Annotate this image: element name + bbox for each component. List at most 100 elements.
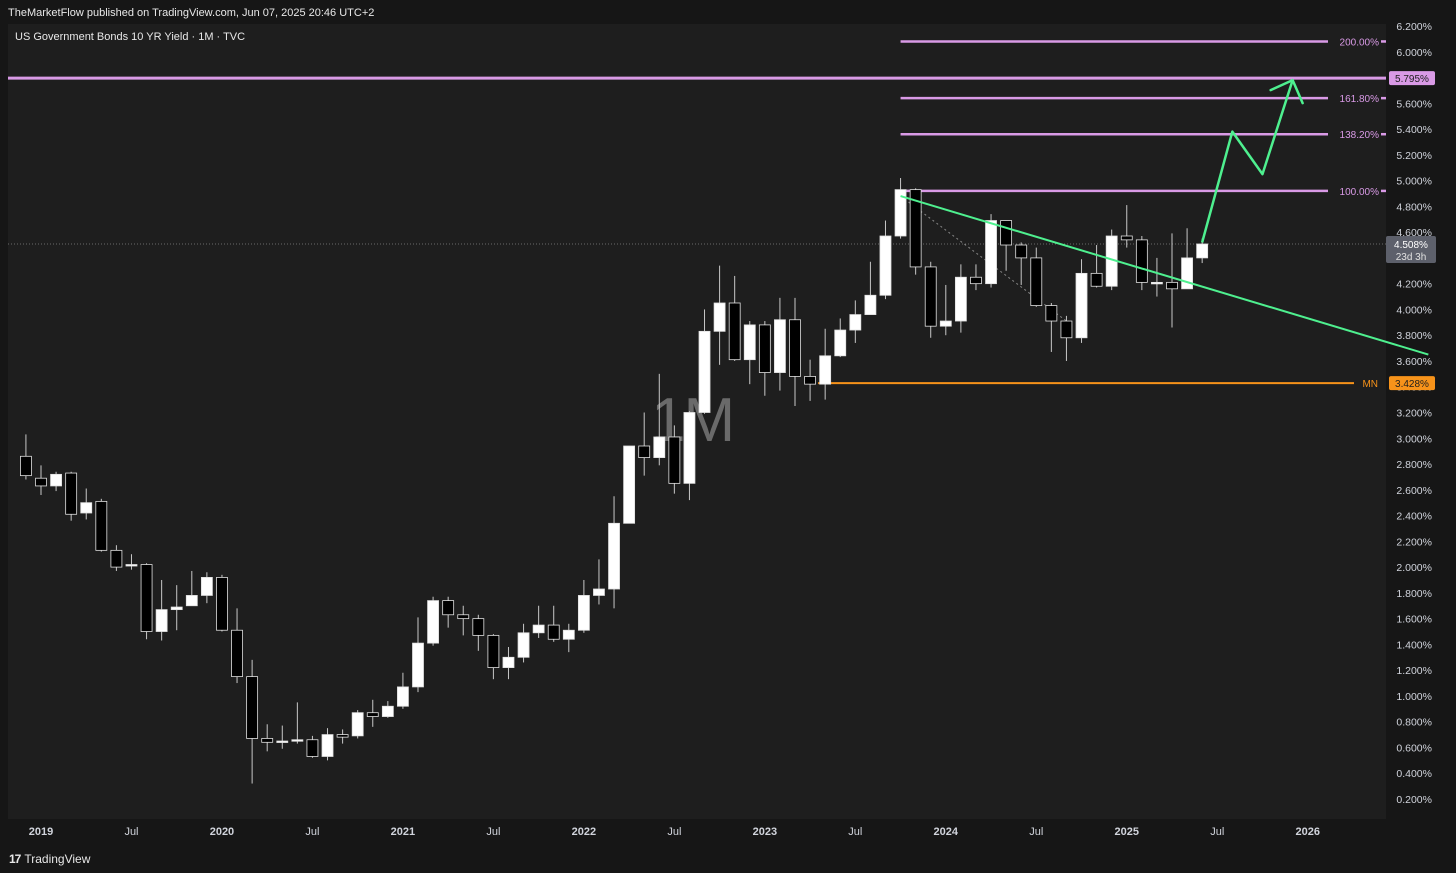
candle-down bbox=[1060, 320, 1073, 339]
x-tick-label: Jul bbox=[124, 826, 138, 838]
fib-level-label: 100.00% bbox=[1340, 187, 1380, 198]
price-badge-countdown: 23d 3h bbox=[1396, 252, 1427, 263]
y-tick-label: 0.200% bbox=[1396, 794, 1432, 806]
candle-up bbox=[562, 629, 575, 640]
y-tick-label: 2.600% bbox=[1396, 485, 1432, 497]
candle-down bbox=[95, 500, 108, 551]
y-tick-label: 6.000% bbox=[1396, 47, 1432, 59]
candle-up bbox=[80, 502, 93, 514]
candle-down bbox=[216, 577, 228, 631]
candle-up bbox=[351, 712, 364, 737]
candle-down bbox=[924, 266, 937, 327]
candle-down bbox=[1090, 272, 1103, 287]
published-by-text: TheMarketFlow published on TradingView.c… bbox=[8, 7, 375, 19]
y-tick-label: 3.800% bbox=[1396, 330, 1432, 342]
candle-up bbox=[412, 642, 424, 688]
y-tick-label: 0.400% bbox=[1396, 768, 1432, 780]
candle-down bbox=[1000, 220, 1013, 246]
candle-up bbox=[593, 588, 605, 596]
x-tick-label: Jul bbox=[848, 826, 862, 838]
candle-up bbox=[291, 739, 304, 742]
candle-down bbox=[20, 455, 32, 477]
candle-up bbox=[532, 624, 545, 634]
candle-up bbox=[774, 319, 786, 373]
tradingview-brand[interactable]: 17 TradingView bbox=[9, 852, 90, 866]
candle-up bbox=[819, 355, 832, 385]
support-badge bbox=[1389, 376, 1435, 391]
candle-up bbox=[623, 445, 636, 524]
y-tick-label: 4.800% bbox=[1396, 201, 1432, 213]
fib-level-label: 138.20% bbox=[1340, 130, 1380, 141]
time-axis[interactable] bbox=[8, 819, 1386, 843]
candle-up bbox=[849, 314, 862, 331]
x-tick-label: Jul bbox=[486, 826, 500, 838]
candle-up bbox=[608, 522, 620, 590]
projection-path bbox=[1200, 79, 1294, 243]
symbol-title[interactable]: US Government Bonds 10 YR Yield · 1M · T… bbox=[15, 31, 246, 43]
y-tick-label: 6.200% bbox=[1396, 21, 1432, 33]
candle-down bbox=[261, 738, 274, 743]
candle-up bbox=[1196, 243, 1209, 259]
candle-up bbox=[653, 436, 666, 458]
price-axis[interactable] bbox=[1386, 24, 1456, 819]
x-tick-label: Jul bbox=[305, 826, 319, 838]
candle-up bbox=[939, 320, 952, 327]
candle-up bbox=[894, 189, 907, 237]
candle-down bbox=[909, 189, 922, 268]
x-tick-label: 2023 bbox=[753, 826, 777, 838]
candle-up bbox=[155, 609, 168, 632]
top-bar: TheMarketFlow published on TradingView.c… bbox=[0, 0, 1456, 24]
candle-up bbox=[321, 734, 334, 757]
candle-down bbox=[1015, 244, 1028, 259]
candle-down bbox=[472, 618, 485, 636]
candle-down bbox=[336, 734, 349, 738]
candle-up bbox=[397, 686, 409, 707]
x-tick-label: 2020 bbox=[210, 826, 234, 838]
candle-down bbox=[366, 712, 379, 717]
x-tick-label: Jul bbox=[1029, 826, 1043, 838]
candle-down bbox=[457, 614, 470, 620]
candle-up bbox=[502, 656, 515, 668]
y-tick-label: 4.000% bbox=[1396, 304, 1432, 316]
candle-down bbox=[1166, 281, 1178, 290]
fib-badge-label: 5.795% bbox=[1395, 74, 1429, 85]
y-tick-label: 2.800% bbox=[1396, 459, 1432, 471]
candle-up bbox=[517, 632, 530, 658]
x-tick-label: 2024 bbox=[934, 826, 959, 838]
footer-bar bbox=[0, 843, 1456, 873]
y-tick-label: 1.200% bbox=[1396, 665, 1432, 677]
candle-down bbox=[1030, 257, 1043, 306]
projection-arrow-icon bbox=[1269, 78, 1304, 105]
candle-up bbox=[170, 606, 183, 611]
candle-up bbox=[1181, 257, 1193, 290]
candle-up bbox=[698, 330, 711, 413]
candle-down bbox=[547, 624, 560, 640]
x-tick-label: 2019 bbox=[29, 826, 53, 838]
price-badge-value: 4.508% bbox=[1394, 240, 1428, 251]
candle-down bbox=[140, 564, 153, 632]
candle-up bbox=[683, 412, 696, 484]
candle-up bbox=[713, 302, 726, 332]
y-tick-label: 1.600% bbox=[1396, 614, 1432, 626]
candle-up bbox=[834, 329, 847, 357]
x-tick-label: 2025 bbox=[1115, 826, 1139, 838]
chart-pane[interactable] bbox=[8, 24, 1386, 819]
y-tick-label: 2.200% bbox=[1396, 536, 1432, 548]
tradingview-logo-icon: 17 bbox=[9, 852, 21, 866]
candle-up bbox=[577, 595, 590, 631]
y-tick-label: 5.400% bbox=[1396, 124, 1432, 136]
candle-down bbox=[668, 436, 681, 484]
candle-up bbox=[276, 740, 289, 743]
candle-down bbox=[728, 302, 741, 361]
candle-up bbox=[743, 324, 756, 361]
candle-down bbox=[789, 319, 801, 377]
x-tick-label: 2022 bbox=[572, 826, 596, 838]
fib-badge bbox=[1389, 71, 1435, 86]
candle-up bbox=[50, 473, 62, 487]
y-tick-label: 0.600% bbox=[1396, 742, 1432, 754]
candle-up bbox=[125, 564, 138, 567]
y-tick-label: 5.000% bbox=[1396, 176, 1432, 188]
y-tick-label: 3.000% bbox=[1396, 433, 1432, 445]
x-tick-label: 2021 bbox=[391, 826, 415, 838]
